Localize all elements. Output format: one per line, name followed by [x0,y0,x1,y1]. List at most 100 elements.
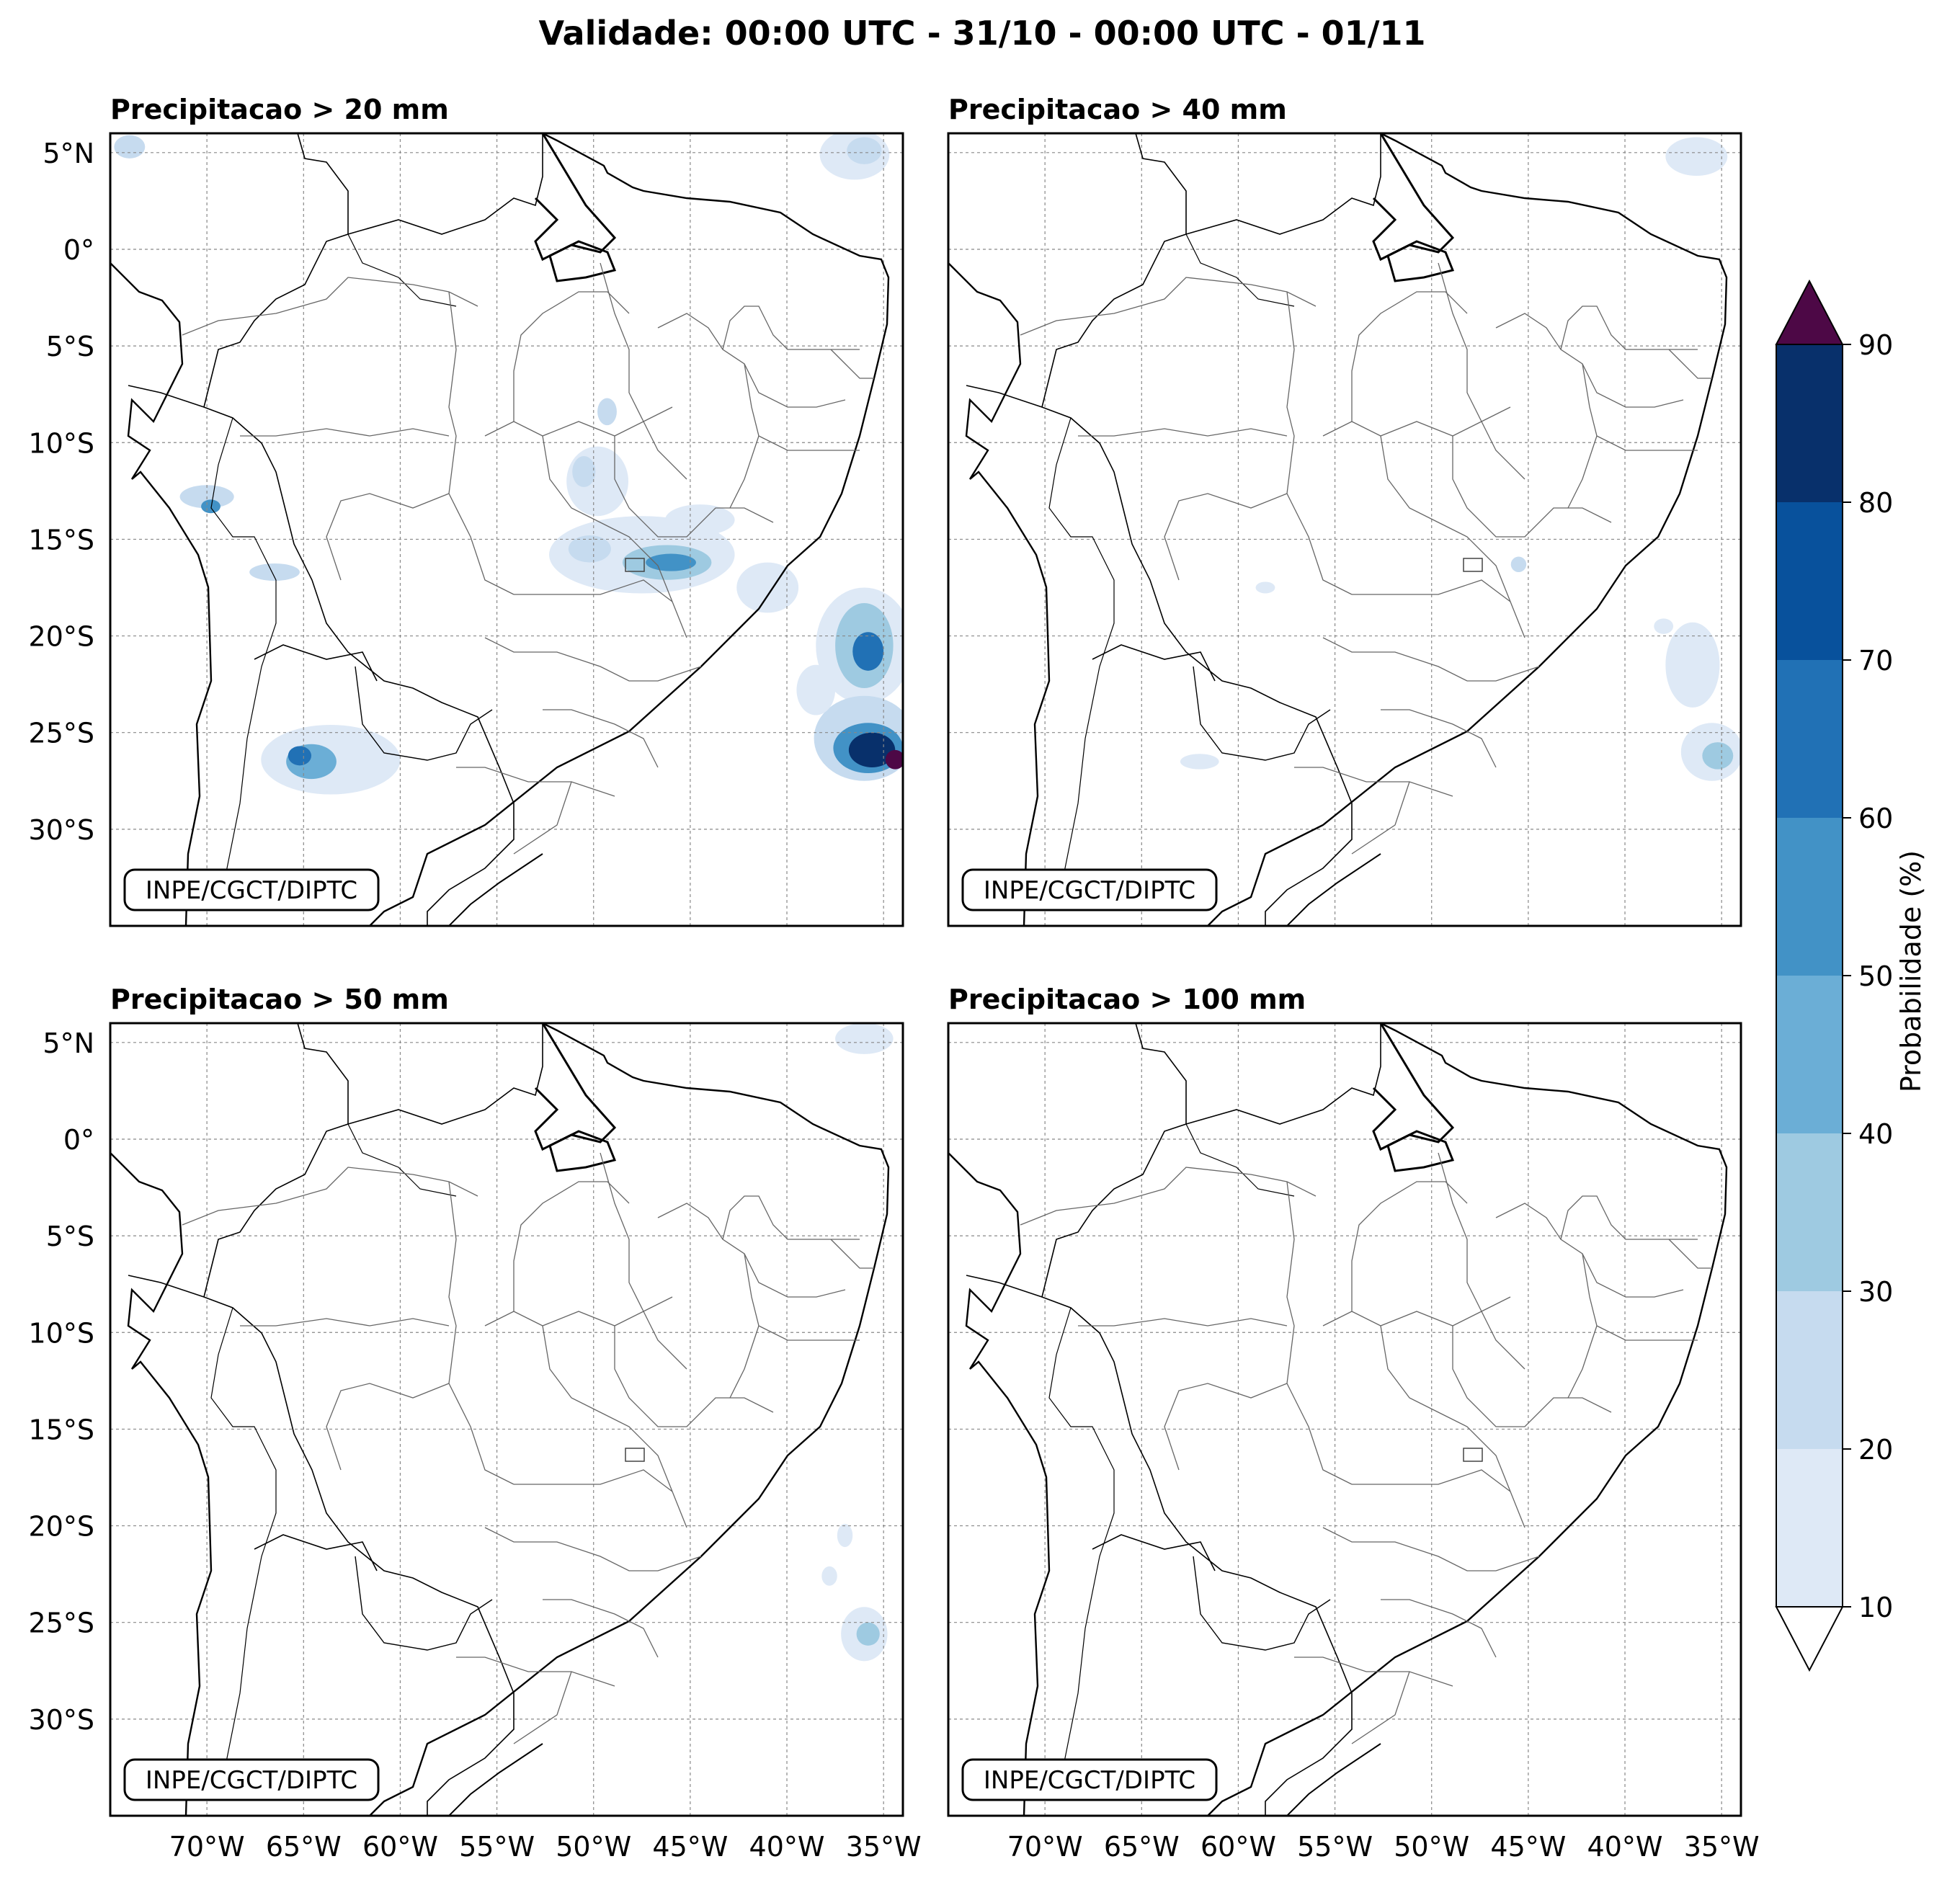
probability-patch [568,535,611,563]
lat-tick-label: 5°S [46,331,94,362]
credit-box: INPE/CGCT/DIPTC [123,1758,380,1801]
colorbar-tick-label: 10 [1858,1592,1893,1623]
probability-patch [796,664,836,715]
lon-tick-label: 60°W [1200,1831,1276,1863]
lat-tick-label: 30°S [29,814,94,846]
colorbar-tick-label: 50 [1858,960,1893,992]
lon-tick-label: 50°W [556,1831,631,1863]
lon-tick-label: 70°W [169,1831,245,1863]
lat-tick-label: 5°N [43,138,94,169]
panel-title: Precipitacao > 100 mm [948,984,1306,1015]
probability-patch [1180,754,1219,770]
probability-patch [835,1023,894,1054]
colorbar-segment [1776,502,1843,660]
lon-tick-label: 65°W [1104,1831,1180,1863]
probability-field [1180,137,1741,781]
probability-patch [885,749,903,770]
probability-patch [646,553,696,571]
lon-tick-label: 45°W [1490,1831,1566,1863]
lon-tick-label: 70°W [1007,1831,1083,1863]
credit-text: INPE/CGCT/DIPTC [984,876,1195,905]
colorbar-segment [1776,1133,1843,1291]
map-frame [109,1022,904,1817]
panel-precip-20mm: Precipitacao > 20 mm INPE/CGCT/DIPTC 5°N… [29,94,904,927]
map-frame [947,1022,1742,1817]
colorbar-tick-label: 20 [1858,1434,1893,1466]
colorbar-tick-label: 60 [1858,803,1893,834]
colorbar-tick-label: 90 [1858,329,1893,361]
probability-patch [1255,581,1275,594]
colorbar-tick-label: 70 [1858,645,1893,677]
lat-tick-label: 0° [63,234,94,266]
colorbar-segment [1776,818,1843,976]
panel-title: Precipitacao > 40 mm [948,94,1287,125]
panel-precip-40mm: Precipitacao > 40 mm INPE/CGCT/DIPTC [947,94,1742,927]
probability-field [114,133,903,795]
lon-tick-label: 45°W [652,1831,728,1863]
lat-tick-label: 5°S [46,1221,94,1252]
latitude-labels: 5°N 0° 5°S 10°S 15°S 20°S 25°S 30°S [29,138,94,846]
probability-patch [665,504,735,536]
probability-patch [1702,742,1734,770]
probability-patch [821,1566,837,1586]
probability-patch [1665,622,1720,708]
longitude-labels: 70°W 65°W 60°W 55°W 50°W 45°W 40°W 35°W [169,1831,922,1863]
lon-tick-label: 65°W [266,1831,342,1863]
map-frame [109,132,904,927]
probability-patch [1654,618,1674,634]
colorbar-segment [1776,344,1843,502]
probability-patch [856,1622,880,1646]
lon-tick-label: 55°W [459,1831,535,1863]
probability-patch [288,746,312,766]
lat-tick-label: 15°S [29,524,94,556]
lon-tick-label: 55°W [1297,1831,1373,1863]
colorbar-segment [1776,1291,1843,1449]
probability-patch [852,632,884,671]
colorbar: 10 20 30 40 50 60 70 80 90 Probabilidade (%) [1775,279,1927,1672]
probability-field [821,1023,894,1662]
panel-title: Precipitacao > 50 mm [110,984,449,1015]
probability-patch [837,1523,853,1548]
lon-tick-label: 40°W [749,1831,825,1863]
colorbar-tick-label: 80 [1858,487,1893,519]
credit-box: INPE/CGCT/DIPTC [961,868,1218,911]
probability-patch [847,137,882,164]
credit-box: INPE/CGCT/DIPTC [961,1758,1218,1801]
credit-text: INPE/CGCT/DIPTC [984,1766,1195,1795]
credit-text: INPE/CGCT/DIPTC [146,876,357,905]
lon-tick-label: 60°W [362,1831,438,1863]
lon-tick-label: 35°W [1684,1831,1760,1863]
lat-tick-label: 15°S [29,1414,94,1445]
probability-patch [597,398,617,426]
lat-tick-label: 25°S [29,1608,94,1639]
lat-tick-label: 25°S [29,718,94,749]
lat-tick-label: 5°N [43,1027,94,1059]
lat-tick-label: 0° [63,1124,94,1156]
lat-tick-label: 20°S [29,621,94,653]
panel-precip-50mm: Precipitacao > 50 mm INPE/CGCT/DIPTC 5°N… [29,984,922,1863]
probability-patch [1665,137,1728,177]
probability-patch [249,563,300,581]
figure-title: Validade: 00:00 UTC - 31/10 - 00:00 UTC … [538,14,1425,53]
lat-tick-label: 30°S [29,1704,94,1736]
panel-precip-100mm: Precipitacao > 100 mm INPE/CGCT/DIPTC 70… [947,984,1760,1863]
lat-tick-label: 10°S [29,427,94,459]
probability-patch [201,499,220,514]
credit-box: INPE/CGCT/DIPTC [123,868,380,911]
probability-patch [1510,556,1527,573]
colorbar-segment [1776,1449,1843,1607]
colorbar-tick-label: 30 [1858,1276,1893,1308]
lat-tick-label: 10°S [29,1317,94,1349]
lon-tick-label: 50°W [1394,1831,1469,1863]
lon-tick-label: 40°W [1587,1831,1663,1863]
colorbar-over-triangle [1775,279,1844,345]
colorbar-tick-label: 40 [1858,1118,1893,1150]
probability-patch [736,562,799,613]
lon-tick-label: 35°W [846,1831,922,1863]
colorbar-segment [1776,660,1843,818]
probability-patch [114,135,146,159]
credit-text: INPE/CGCT/DIPTC [146,1766,357,1795]
probability-patch [572,456,596,487]
colorbar-segment [1776,976,1843,1133]
